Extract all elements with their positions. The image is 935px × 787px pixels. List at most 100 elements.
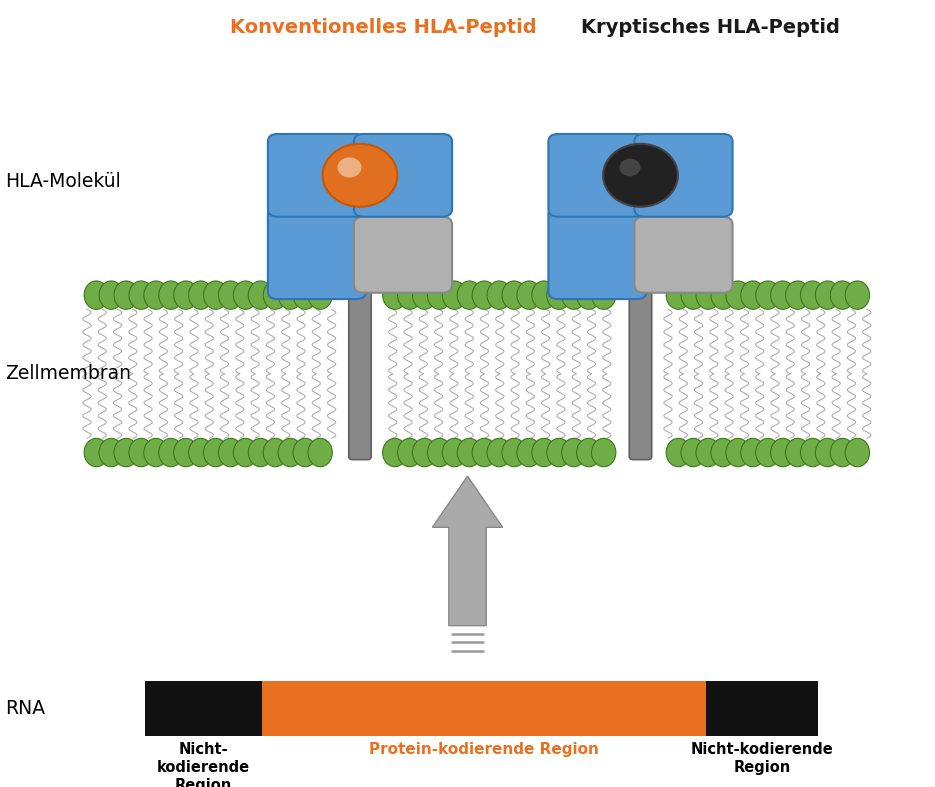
FancyBboxPatch shape: [549, 206, 647, 299]
Ellipse shape: [741, 438, 765, 467]
Polygon shape: [432, 476, 503, 626]
FancyBboxPatch shape: [629, 288, 652, 460]
Ellipse shape: [99, 438, 123, 467]
Ellipse shape: [174, 281, 198, 309]
Ellipse shape: [442, 281, 467, 309]
Ellipse shape: [517, 438, 541, 467]
Ellipse shape: [219, 438, 243, 467]
Bar: [145, 681, 262, 736]
Ellipse shape: [427, 281, 452, 309]
Ellipse shape: [755, 438, 780, 467]
Circle shape: [323, 144, 397, 207]
Ellipse shape: [427, 438, 452, 467]
Ellipse shape: [129, 281, 153, 309]
Ellipse shape: [99, 281, 123, 309]
Text: Zellmembran: Zellmembran: [5, 364, 131, 383]
Ellipse shape: [577, 281, 601, 309]
FancyBboxPatch shape: [635, 216, 733, 293]
Ellipse shape: [234, 438, 258, 467]
FancyBboxPatch shape: [267, 206, 366, 299]
Ellipse shape: [159, 281, 183, 309]
Ellipse shape: [502, 438, 526, 467]
Ellipse shape: [397, 281, 422, 309]
Ellipse shape: [264, 281, 288, 309]
Ellipse shape: [532, 281, 556, 309]
Ellipse shape: [308, 438, 332, 467]
Ellipse shape: [517, 281, 541, 309]
Ellipse shape: [412, 281, 437, 309]
Ellipse shape: [397, 438, 422, 467]
Ellipse shape: [472, 438, 496, 467]
Ellipse shape: [412, 438, 437, 467]
Ellipse shape: [681, 438, 705, 467]
Ellipse shape: [785, 438, 810, 467]
Ellipse shape: [532, 438, 556, 467]
Ellipse shape: [770, 281, 795, 309]
Ellipse shape: [502, 281, 526, 309]
Ellipse shape: [487, 281, 511, 309]
Ellipse shape: [174, 438, 198, 467]
Ellipse shape: [442, 438, 467, 467]
Text: Nicht-kodierende
Region: Nicht-kodierende Region: [691, 742, 833, 775]
Ellipse shape: [189, 281, 213, 309]
Ellipse shape: [755, 281, 780, 309]
Ellipse shape: [144, 281, 168, 309]
Ellipse shape: [204, 438, 228, 467]
Ellipse shape: [815, 438, 840, 467]
FancyBboxPatch shape: [267, 134, 366, 216]
Ellipse shape: [547, 281, 571, 309]
FancyBboxPatch shape: [349, 288, 371, 460]
Ellipse shape: [785, 281, 810, 309]
Ellipse shape: [249, 438, 273, 467]
Ellipse shape: [264, 438, 288, 467]
Ellipse shape: [278, 438, 302, 467]
Ellipse shape: [84, 438, 108, 467]
Ellipse shape: [308, 281, 332, 309]
Ellipse shape: [830, 281, 855, 309]
Ellipse shape: [249, 281, 273, 309]
Ellipse shape: [696, 281, 720, 309]
Ellipse shape: [577, 438, 601, 467]
Ellipse shape: [487, 438, 511, 467]
Ellipse shape: [382, 438, 407, 467]
Circle shape: [620, 159, 640, 176]
Text: HLA-Molekül: HLA-Molekül: [5, 172, 121, 190]
Ellipse shape: [457, 281, 482, 309]
Ellipse shape: [144, 438, 168, 467]
Ellipse shape: [562, 438, 586, 467]
Ellipse shape: [204, 281, 228, 309]
Ellipse shape: [234, 281, 258, 309]
Ellipse shape: [726, 438, 750, 467]
Circle shape: [338, 157, 362, 178]
Ellipse shape: [129, 438, 153, 467]
Ellipse shape: [562, 281, 586, 309]
Ellipse shape: [189, 438, 213, 467]
Ellipse shape: [711, 281, 735, 309]
FancyBboxPatch shape: [549, 134, 647, 216]
Bar: [706, 681, 818, 736]
Text: Kryptisches HLA-Peptid: Kryptisches HLA-Peptid: [582, 18, 840, 37]
Ellipse shape: [711, 438, 735, 467]
Ellipse shape: [219, 281, 243, 309]
Ellipse shape: [666, 281, 690, 309]
Text: Protein-kodierende Region: Protein-kodierende Region: [369, 742, 598, 757]
Ellipse shape: [592, 281, 616, 309]
Ellipse shape: [830, 438, 855, 467]
Ellipse shape: [726, 281, 750, 309]
Ellipse shape: [592, 438, 616, 467]
Text: RNA: RNA: [5, 699, 45, 718]
Ellipse shape: [159, 438, 183, 467]
Ellipse shape: [382, 281, 407, 309]
Ellipse shape: [666, 438, 690, 467]
FancyBboxPatch shape: [353, 134, 453, 216]
Ellipse shape: [114, 438, 138, 467]
Ellipse shape: [457, 438, 482, 467]
Circle shape: [603, 144, 678, 207]
Ellipse shape: [741, 281, 765, 309]
Text: Konventionelles HLA-Peptid: Konventionelles HLA-Peptid: [230, 18, 537, 37]
Ellipse shape: [800, 438, 825, 467]
Ellipse shape: [815, 281, 840, 309]
FancyBboxPatch shape: [353, 216, 453, 293]
Bar: [262, 681, 706, 736]
Ellipse shape: [293, 281, 317, 309]
